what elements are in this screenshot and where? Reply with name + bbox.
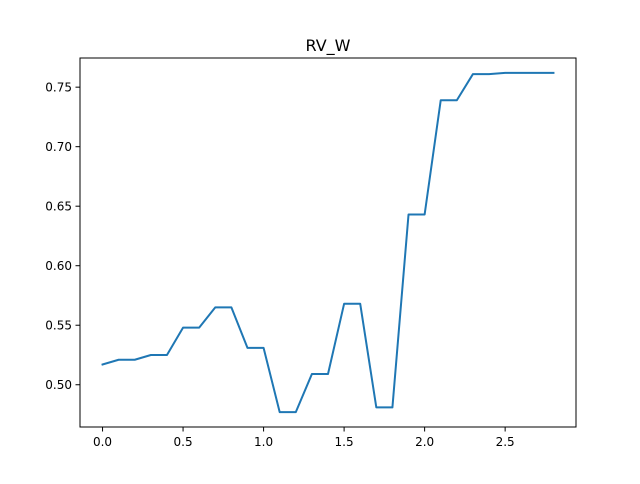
y-tick-label: 0.65 <box>45 200 72 214</box>
x-tick-label: 0.5 <box>174 435 193 449</box>
x-tick-label: 0.0 <box>93 435 112 449</box>
y-tick-label: 0.70 <box>45 140 72 154</box>
x-tick-label: 1.5 <box>335 435 354 449</box>
x-tick-label: 2.5 <box>496 435 515 449</box>
y-tick-label: 0.60 <box>45 259 72 273</box>
x-tick-label: 1.0 <box>254 435 273 449</box>
chart-title: RV_W <box>305 36 350 56</box>
y-tick-label: 0.75 <box>45 81 72 95</box>
y-tick-label: 0.55 <box>45 319 72 333</box>
axes-frame <box>79 57 577 428</box>
x-tick-label: 2.0 <box>415 435 434 449</box>
y-tick-label: 0.50 <box>45 378 72 392</box>
series-line-1 <box>101 71 555 414</box>
plot-area: 0.0 0.5 1.0 1.5 2.0 2.5 0.50 0.55 0.60 0.65 0.70 0.… <box>45 57 577 449</box>
